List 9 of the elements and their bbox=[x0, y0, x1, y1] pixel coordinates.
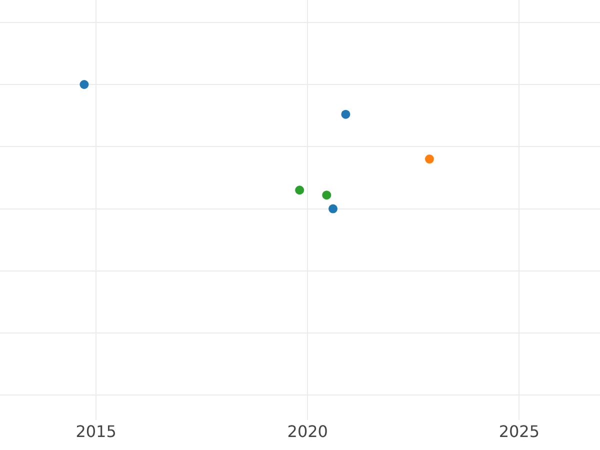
point bbox=[341, 110, 350, 119]
point bbox=[328, 204, 338, 214]
point bbox=[80, 80, 89, 89]
point bbox=[424, 154, 434, 164]
point bbox=[322, 190, 332, 200]
x-tick-label: 2025 bbox=[498, 422, 540, 441]
point bbox=[295, 186, 304, 195]
x-tick-label: 2015 bbox=[76, 422, 116, 441]
x-tick-label: 2020 bbox=[287, 422, 328, 441]
